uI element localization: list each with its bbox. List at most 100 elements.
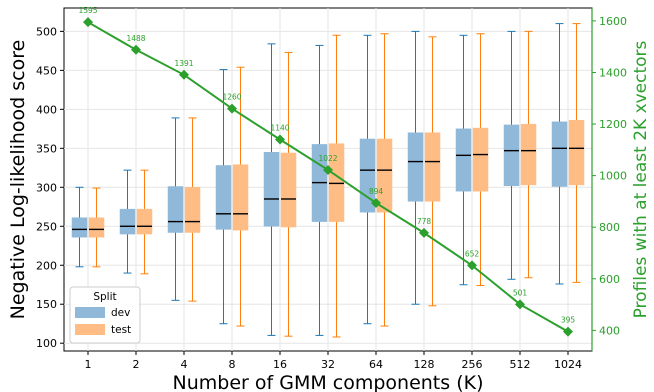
profiles-marker <box>371 197 381 208</box>
box-dev-128 <box>407 30 424 305</box>
box-body <box>568 120 585 186</box>
box-body <box>167 186 184 233</box>
box-body <box>407 132 424 202</box>
x-tick-label: 128 <box>414 358 435 371</box>
box-test-512 <box>520 30 537 279</box>
profiles-data-label: 1022 <box>318 154 337 163</box>
profiles-data-label: 1391 <box>174 59 193 68</box>
box-dev-256 <box>455 34 472 286</box>
box-test-16 <box>280 51 297 337</box>
profiles-data-label: 1595 <box>78 6 97 15</box>
profiles-marker <box>179 69 189 80</box>
x-tick-label: 2 <box>133 358 140 371</box>
y-tick-label: 150 <box>36 298 57 311</box>
profiles-data-label: 1260 <box>222 93 241 102</box>
legend-swatch-dev <box>75 307 105 318</box>
x-axis-label: Number of GMM components (K) <box>173 372 484 392</box>
box-test-64 <box>376 33 393 327</box>
y-tick-label: 500 <box>36 25 57 38</box>
box-body <box>263 151 280 227</box>
x-tick-label: 256 <box>462 358 483 371</box>
box-test-1 <box>88 187 105 268</box>
profiles-line-layer: 1595 1488 1391 1260 1140 1022 894 778 652 501 395 <box>78 6 576 337</box>
profiles-marker <box>227 103 237 114</box>
y2-axis-label: Profiles with at least 2K xvectors <box>631 40 651 318</box>
box-test-4 <box>184 117 201 302</box>
box-body <box>232 164 249 231</box>
box-body <box>215 165 232 230</box>
profiles-marker <box>323 164 333 175</box>
box-body <box>71 217 88 238</box>
box-body <box>455 128 472 192</box>
box-dev-1024 <box>551 23 568 285</box>
box-body <box>136 208 153 235</box>
box-test-2 <box>136 169 153 275</box>
profiles-data-label: 501 <box>513 288 528 297</box>
profiles-marker <box>275 134 285 145</box>
box-layer <box>71 23 585 338</box>
box-body <box>520 123 537 186</box>
y-tick-label: 350 <box>36 142 57 155</box>
box-test-1024 <box>568 23 585 283</box>
legend-label-dev: dev <box>111 307 130 319</box>
profiles-data-label: 894 <box>369 187 384 196</box>
y-tick-label: 300 <box>36 181 57 194</box>
box-test-256 <box>472 33 489 287</box>
x-tick-label: 1 <box>85 358 92 371</box>
y2-tick-label: 1000 <box>599 170 627 183</box>
box-body <box>184 187 201 233</box>
y2-tick-label: 800 <box>599 221 620 234</box>
profiles-marker <box>83 17 93 28</box>
y-tick-label: 250 <box>36 220 57 233</box>
x-tick-label: 64 <box>369 358 383 371</box>
box-body <box>376 138 393 213</box>
legend-label-test: test <box>111 324 131 336</box>
profiles-data-label: 1488 <box>126 34 145 43</box>
y2-tick-label: 1600 <box>599 15 627 28</box>
profiles-data-label: 778 <box>417 217 432 226</box>
box-test-8 <box>232 66 249 327</box>
box-body <box>424 132 441 202</box>
box-dev-4 <box>167 117 184 301</box>
box-body <box>551 121 568 187</box>
box-body <box>328 143 345 222</box>
box-dev-32 <box>311 44 328 336</box>
box-dev-2 <box>119 169 136 274</box>
box-dev-1 <box>71 186 88 268</box>
y-tick-label: 200 <box>36 259 57 272</box>
profiles-data-label: 652 <box>465 249 480 258</box>
axis-layer: 100 150 200 250 300 350 400 450 500 1 2 4 8 16 32 64 128… <box>36 8 627 371</box>
box-body <box>280 152 297 228</box>
profiles-marker <box>419 227 429 238</box>
profiles-marker <box>131 44 141 55</box>
x-tick-label: 1024 <box>554 358 582 371</box>
y2-tick-label: 400 <box>599 324 620 337</box>
box-dev-16 <box>263 43 280 336</box>
y-tick-label: 400 <box>36 103 57 116</box>
legend: Split dev test <box>69 286 141 344</box>
profiles-data-label: 1140 <box>270 124 289 133</box>
y-tick-label: 450 <box>36 64 57 77</box>
box-test-32 <box>328 34 345 338</box>
box-body <box>472 127 489 192</box>
x-tick-label: 8 <box>229 358 236 371</box>
box-body <box>119 208 136 235</box>
x-tick-label: 16 <box>273 358 287 371</box>
y2-tick-label: 1400 <box>599 66 627 79</box>
box-test-128 <box>424 36 441 307</box>
y2-tick-label: 600 <box>599 273 620 286</box>
legend-title: Split <box>93 291 116 303</box>
profiles-marker <box>563 326 573 337</box>
profiles-marker <box>467 260 477 271</box>
y2-tick-label: 1200 <box>599 118 627 131</box>
profiles-marker <box>515 299 525 310</box>
box-dev-512 <box>503 30 520 280</box>
x-tick-label: 512 <box>510 358 531 371</box>
profiles-data-label: 395 <box>561 316 576 325</box>
box-body <box>88 217 105 238</box>
y-axis-label: Negative Log-likelihood score <box>7 40 29 320</box>
box-dev-8 <box>215 69 232 325</box>
y-tick-label: 100 <box>36 337 57 350</box>
x-tick-label: 4 <box>181 358 188 371</box>
